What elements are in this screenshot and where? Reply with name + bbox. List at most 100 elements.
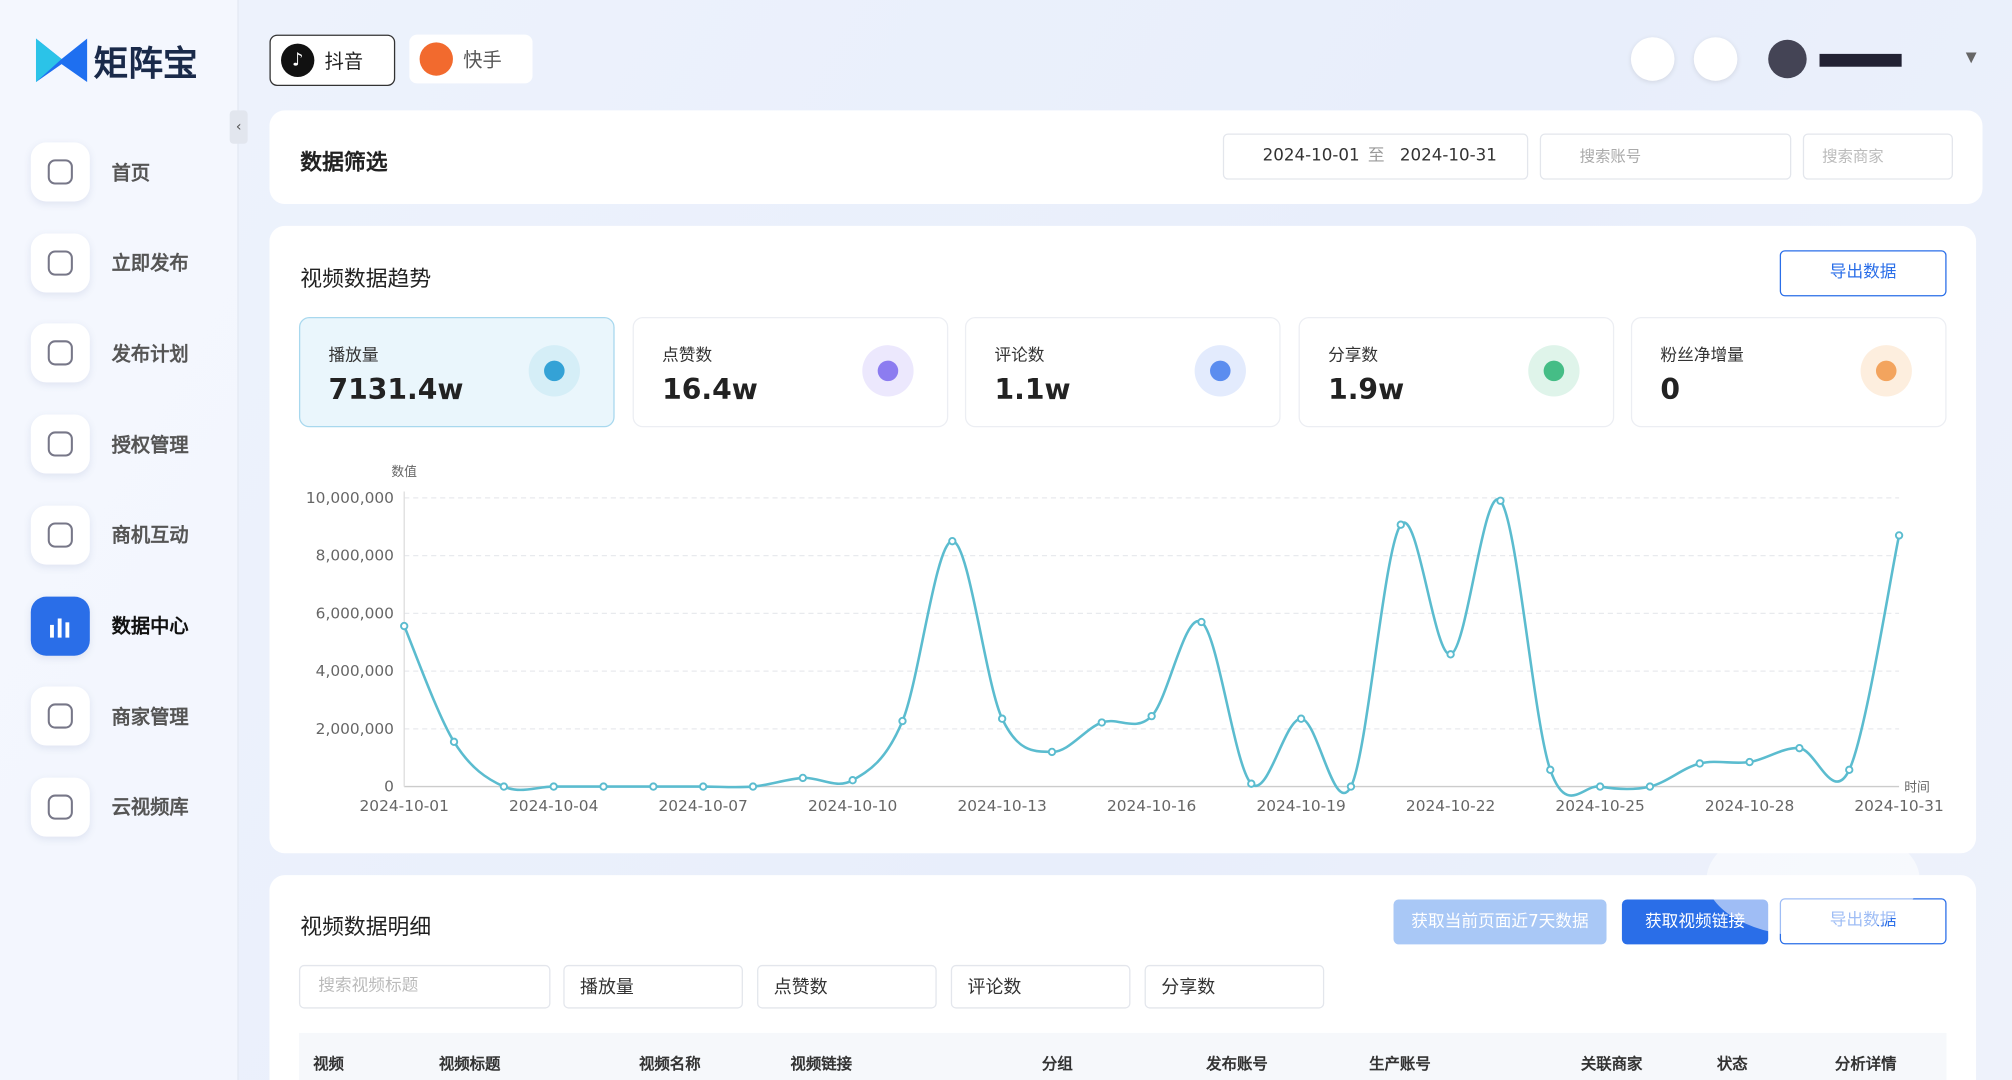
nav-label: 立即发布 xyxy=(111,251,189,275)
merchant-search[interactable]: 搜索商家 xyxy=(1802,133,1953,180)
x-tick-label: 2024-10-01 xyxy=(360,797,449,815)
line-series xyxy=(403,498,1901,797)
nav-icon xyxy=(30,596,90,656)
data-point xyxy=(1894,531,1904,540)
data-point xyxy=(1645,782,1655,791)
stat-value: 16.4w xyxy=(662,374,758,407)
stat-card[interactable]: 点赞数 16.4w xyxy=(632,316,949,428)
table-column-header: 视频标题 xyxy=(438,1054,501,1073)
title-search[interactable]: 搜索视频标题 xyxy=(298,964,551,1009)
data-point xyxy=(1695,759,1704,768)
y-tick-label: 4,000,000 xyxy=(316,662,394,680)
stat-icon xyxy=(1194,345,1246,397)
stat-icon xyxy=(1860,345,1912,397)
notification-button[interactable] xyxy=(1693,37,1738,81)
table-column-header: 分组 xyxy=(1041,1054,1073,1073)
avatar[interactable] xyxy=(1768,39,1807,79)
y-tick-label: 8,000,000 xyxy=(316,547,394,565)
stat-icon xyxy=(528,345,580,397)
nav-item[interactable]: 数据中心 xyxy=(30,596,223,656)
nav-item[interactable]: 商机互动 xyxy=(30,505,223,565)
y-tick-label: 10,000,000 xyxy=(306,489,394,507)
table-header xyxy=(298,1032,1947,1080)
logo-text: 矩阵宝 xyxy=(93,44,198,85)
data-point xyxy=(549,782,558,791)
nav-label: 发布计划 xyxy=(111,342,189,366)
data-point xyxy=(748,782,758,791)
nav-label: 授权管理 xyxy=(111,433,189,457)
stat-value: 1.1w xyxy=(994,374,1071,407)
filter-card xyxy=(269,110,1983,205)
recent-data-button[interactable]: 获取当前页面近7天数据 xyxy=(1393,899,1607,945)
table-column-header: 视频链接 xyxy=(790,1054,853,1073)
filter-select[interactable]: 分享数 xyxy=(1144,964,1325,1009)
stat-value: 7131.4w xyxy=(328,374,464,407)
filter-select[interactable]: 点赞数 xyxy=(757,964,937,1009)
detail-title: 视频数据明细 xyxy=(300,914,432,941)
data-point xyxy=(848,776,857,785)
data-point xyxy=(898,716,907,726)
stat-card[interactable]: 评论数 1.1w xyxy=(964,316,1281,428)
nav-item[interactable]: 首页 xyxy=(30,142,223,202)
table-column-header: 状态 xyxy=(1716,1054,1748,1073)
table-column-header: 发布账号 xyxy=(1206,1054,1268,1073)
data-point xyxy=(1745,757,1754,767)
nav-item[interactable]: 商家管理 xyxy=(30,686,223,746)
stat-card[interactable]: 分享数 1.9w xyxy=(1298,316,1615,428)
nav-item[interactable]: 云视频库 xyxy=(30,777,223,837)
y-axis-label: 数值 xyxy=(391,464,417,480)
docs-button[interactable] xyxy=(1630,37,1675,81)
nav-icon xyxy=(30,505,90,565)
tab-label: 快手 xyxy=(463,48,502,72)
stat-card[interactable]: 播放量 7131.4w xyxy=(298,316,615,428)
filter-select[interactable]: 评论数 xyxy=(950,964,1131,1009)
data-point xyxy=(1097,718,1106,727)
user-menu-arrow[interactable]: ▼ xyxy=(1965,48,1977,66)
stat-label: 分享数 xyxy=(1328,346,1379,366)
nav-icon xyxy=(30,777,90,837)
stat-card[interactable]: 粉丝净增量 0 xyxy=(1630,316,1947,428)
table-column-header: 关联商家 xyxy=(1580,1054,1643,1073)
y-tick-label: 6,000,000 xyxy=(316,604,394,622)
data-point xyxy=(449,737,459,746)
data-point xyxy=(699,782,708,791)
y-tick-label: 0 xyxy=(384,778,394,796)
x-tick-label: 2024-10-04 xyxy=(509,797,598,815)
logo-icon xyxy=(35,38,88,83)
tab-kuaishou[interactable]: 快手 xyxy=(409,34,533,84)
data-point xyxy=(400,621,409,631)
table-column-header: 视频 xyxy=(313,1054,344,1073)
x-tick-label: 2024-10-07 xyxy=(658,797,747,815)
nav-item[interactable]: 授权管理 xyxy=(30,414,223,474)
tab-label: 抖音 xyxy=(324,49,364,73)
watermark-logo xyxy=(1706,821,1920,937)
nav-item[interactable]: 立即发布 xyxy=(30,233,223,293)
nav-item[interactable]: 发布计划 xyxy=(30,323,223,383)
table-column-header: 生产账号 xyxy=(1369,1054,1431,1073)
x-tick-label: 2024-10-19 xyxy=(1256,797,1345,815)
stat-label: 点赞数 xyxy=(662,346,713,366)
watermark: 我的小红书号：534867117 xyxy=(1295,976,1905,1030)
nav-label: 商机互动 xyxy=(111,523,189,548)
data-point xyxy=(1795,744,1804,753)
account-search[interactable]: 搜索账号 xyxy=(1539,133,1792,180)
data-point xyxy=(599,782,608,791)
data-point xyxy=(499,782,509,791)
data-point xyxy=(997,714,1007,723)
tab-douyin[interactable]: ♪ 抖音 xyxy=(269,34,396,86)
username-redacted xyxy=(1819,53,1902,67)
export-button[interactable]: 导出数据 xyxy=(1779,250,1947,297)
data-point xyxy=(948,537,957,546)
collapse-button[interactable]: ‹ xyxy=(229,110,248,144)
data-point xyxy=(1595,782,1605,791)
stat-label: 粉丝净增量 xyxy=(1660,346,1744,366)
data-point xyxy=(1247,779,1256,788)
x-axis-label: 时间 xyxy=(1904,781,1930,796)
date-range[interactable]: 2024-10-01 至 2024-10-31 xyxy=(1222,133,1529,180)
data-point xyxy=(1346,782,1356,791)
x-tick-label: 2024-10-25 xyxy=(1555,797,1644,815)
x-tick-label: 2024-10-10 xyxy=(808,797,897,815)
filter-select[interactable]: 播放量 xyxy=(563,964,743,1009)
